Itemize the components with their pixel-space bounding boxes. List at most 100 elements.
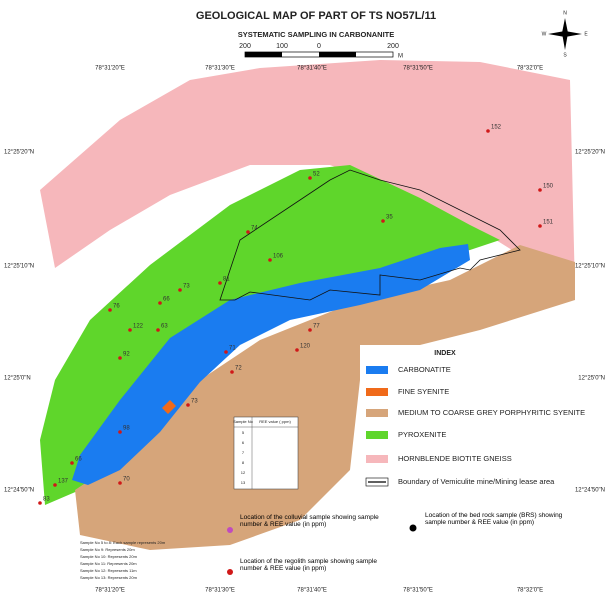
- bedrock-text: Location of the bed rock sample (BRS) sh…: [425, 512, 563, 526]
- compass-w: W: [542, 31, 547, 37]
- sample-label: 71: [229, 346, 236, 352]
- sample-point: [118, 430, 122, 434]
- table-rows: 5 6 7 8 12 13: [241, 430, 246, 485]
- title: GEOLOGICAL MAP OF PART OF TS NO57L/11: [196, 10, 436, 22]
- note: Sample No 10: Represents 20m: [80, 554, 138, 559]
- colluvial-symbol: [227, 527, 233, 533]
- syenite-zone: [75, 245, 575, 550]
- sample-point: [218, 281, 222, 285]
- index-box: [360, 345, 575, 495]
- sample-label: 81: [223, 277, 230, 283]
- index-title: INDEX: [434, 350, 456, 357]
- mining-boundary: [219, 169, 521, 301]
- table-header: Sample No: [233, 419, 254, 424]
- sample-point: [538, 188, 542, 192]
- sample-point: [128, 328, 132, 332]
- regolith-text: Location of the regolith sample showing …: [240, 558, 377, 572]
- sample-label: 77: [313, 324, 320, 330]
- sample-label: 137: [58, 479, 69, 485]
- compass: N E S W: [542, 10, 589, 58]
- latitude-label: 12°25'10"N: [4, 264, 34, 270]
- regolith-symbol: [227, 569, 233, 575]
- longitude-label: 78°31'20"E: [95, 66, 125, 72]
- longitude-label: 78°32'0"E: [517, 588, 543, 594]
- sample-point: [178, 288, 182, 292]
- sample-label: 66: [75, 457, 82, 463]
- scale-label: 200: [239, 43, 251, 50]
- note: Sample No 12: Represents 11m: [80, 568, 137, 573]
- sample-point: [186, 403, 190, 407]
- regolith-legend: Location of the regolith sample showing …: [240, 558, 377, 572]
- table-cell: 7: [242, 450, 245, 455]
- scale-label: 100: [276, 43, 288, 50]
- scale-label: 200: [387, 43, 399, 50]
- scale-bar: 200 100 0 200 M: [239, 43, 403, 60]
- sample-point: [295, 348, 299, 352]
- bedrock-legend: Location of the bed rock sample (BRS) sh…: [425, 512, 563, 526]
- sample-label: 35: [386, 215, 393, 221]
- carbonatite-zone: [72, 244, 470, 485]
- index-item: FINE SYENITE: [398, 387, 449, 396]
- table-cell: 6: [242, 440, 245, 445]
- bedrock-symbol: [409, 524, 417, 532]
- compass-s: S: [563, 52, 567, 58]
- longitude-label: 78°31'30"E: [205, 66, 235, 72]
- sample-label: 150: [543, 184, 554, 190]
- compass-e: E: [584, 31, 588, 37]
- sample-label: 74: [251, 226, 258, 232]
- geology: [40, 60, 575, 550]
- sample-label: 92: [123, 352, 130, 358]
- index-swatches: [365, 366, 389, 487]
- sample-point: [53, 483, 57, 487]
- index-item: PYROXENITE: [398, 430, 446, 439]
- sample-point: [538, 224, 542, 228]
- latitude-label: 12°25'20"N: [4, 150, 34, 156]
- sample-label: 120: [300, 344, 311, 350]
- sample-point: [246, 230, 250, 234]
- sample-point: [486, 129, 490, 133]
- index-item: CARBONATITE: [398, 365, 451, 374]
- sample-point: [70, 461, 74, 465]
- sample-table: Sample No REE value ( ppm): [233, 416, 299, 490]
- sample-label: 63: [161, 324, 168, 330]
- samples: 1521501515235106817473667663122927172737…: [38, 125, 554, 505]
- sample-point: [118, 481, 122, 485]
- note: Sample No 5 to 8: Each sample represents…: [80, 540, 166, 545]
- longitude-label: 78°31'20"E: [95, 588, 125, 594]
- sample-label: 73: [191, 399, 198, 405]
- sample-point: [268, 258, 272, 262]
- latitude-label: 12°25'0"N: [4, 376, 31, 382]
- sample-label: 73: [183, 284, 190, 290]
- table-cell: 5: [242, 430, 245, 435]
- longitude-label: 78°31'40"E: [297, 66, 327, 72]
- coordinates: 78°31'20"E 78°31'20"E 78°31'30"E 78°31'30"E…: [4, 66, 605, 594]
- sample-point: [118, 356, 122, 360]
- sample-label: 72: [235, 366, 242, 372]
- sample-point: [308, 328, 312, 332]
- sample-point: [158, 301, 162, 305]
- table-cell: 12: [241, 470, 246, 475]
- sample-point: [308, 176, 312, 180]
- index-item: HORNBLENDE BIOTITE GNEISS: [398, 454, 512, 463]
- sample-point: [224, 350, 228, 354]
- sample-point: [38, 501, 42, 505]
- latitude-label: 12°25'10"N: [575, 264, 605, 270]
- gneiss-zone: [40, 60, 575, 290]
- sample-label: 151: [543, 220, 554, 226]
- sample-point: [156, 328, 160, 332]
- sample-label: 76: [113, 304, 120, 310]
- sample-label: 52: [313, 172, 320, 178]
- sample-label: 66: [163, 297, 170, 303]
- colluvial-text: Location of the colluvial sample showing…: [240, 514, 379, 528]
- latitude-label: 12°25'20"N: [575, 150, 605, 156]
- longitude-label: 78°31'30"E: [205, 588, 235, 594]
- colluvial-legend: Location of the colluvial sample showing…: [240, 514, 379, 528]
- latitude-label: 12°25'0"N: [578, 376, 605, 382]
- scale-unit: M: [398, 54, 403, 60]
- sample-point: [230, 370, 234, 374]
- longitude-label: 78°31'50"E: [403, 588, 433, 594]
- longitude-label: 78°31'40"E: [297, 588, 327, 594]
- longitude-label: 78°31'50"E: [403, 66, 433, 72]
- index-item: MEDIUM TO COARSE GREY PORPHYRITIC SYENIT…: [398, 408, 585, 417]
- sample-label: 106: [273, 254, 284, 260]
